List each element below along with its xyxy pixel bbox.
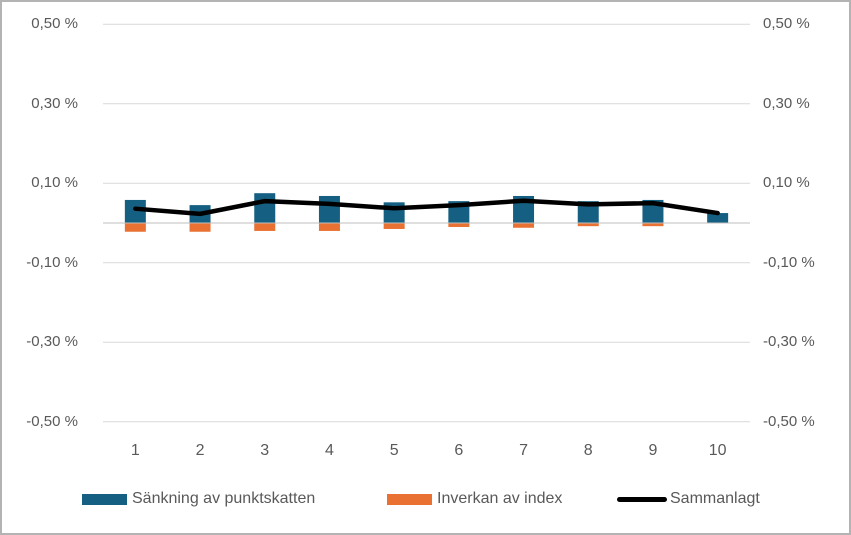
x-tick-label: 1 bbox=[130, 442, 140, 459]
x-tick-label: 5 bbox=[389, 442, 399, 459]
orange-bar bbox=[189, 223, 211, 232]
blue-bar bbox=[577, 201, 599, 223]
black-line-swatch-icon bbox=[617, 496, 667, 502]
legend: Sänkning av punktskatten Inverkan av ind… bbox=[0, 486, 851, 512]
orange-bar bbox=[254, 223, 276, 231]
blue-bar-swatch-icon bbox=[82, 493, 127, 505]
legend-label: Inverkan av index bbox=[437, 490, 563, 507]
y-tick-label: -0,50 % bbox=[26, 412, 78, 430]
y-tick-label: 0,10 % bbox=[31, 174, 78, 192]
y-tick-label: -0,30 % bbox=[26, 333, 78, 351]
blue-bar bbox=[124, 199, 146, 223]
blue-bar bbox=[383, 202, 405, 223]
orange-bar bbox=[513, 223, 535, 228]
y-tick-label: 0,30 % bbox=[763, 94, 810, 112]
orange-bar bbox=[124, 223, 146, 232]
orange-bar bbox=[318, 223, 340, 231]
x-tick-label: 2 bbox=[195, 442, 205, 459]
x-tick-label: 7 bbox=[519, 442, 528, 459]
orange-bar bbox=[448, 223, 470, 227]
x-tick-label: 10 bbox=[708, 442, 727, 459]
blue-bar bbox=[254, 193, 276, 223]
orange-bar-swatch-icon bbox=[387, 493, 432, 505]
y-tick-label: 0,50 % bbox=[31, 15, 78, 33]
y-tick-label: 0,50 % bbox=[763, 15, 810, 33]
y-tick-label: -0,10 % bbox=[763, 253, 815, 271]
legend-label: Sammanlagt bbox=[670, 490, 760, 507]
orange-bar bbox=[383, 223, 405, 229]
legend-item-inverkan: Inverkan av index bbox=[387, 486, 562, 512]
x-tick-label: 9 bbox=[648, 442, 658, 459]
y-tick-label: -0,30 % bbox=[763, 333, 815, 351]
legend-item-sankning: Sänkning av punktskatten bbox=[82, 486, 315, 512]
legend-item-sammanlagt: Sammanlagt bbox=[617, 486, 760, 512]
y-tick-label: -0,50 % bbox=[763, 412, 815, 430]
x-tick-label: 6 bbox=[454, 442, 464, 459]
x-tick-label: 4 bbox=[324, 442, 334, 459]
y-tick-label: 0,10 % bbox=[763, 174, 810, 192]
y-tick-label: 0,30 % bbox=[31, 94, 78, 112]
x-axis: 1 2 3 4 5 6 7 8 9 10 bbox=[0, 441, 851, 463]
legend-label: Sänkning av punktskatten bbox=[132, 490, 316, 507]
blue-bar bbox=[707, 213, 729, 223]
x-tick-label: 3 bbox=[260, 442, 270, 459]
y-tick-label: -0,10 % bbox=[26, 253, 78, 271]
y-axis-left: 0,50 % 0,30 % 0,10 % -0,10 % -0,30 % -0,50 % bbox=[0, 0, 78, 535]
orange-bar bbox=[577, 223, 599, 227]
y-axis-right: 0,50 % 0,30 % 0,10 % -0,10 % -0,30 % -0,50 % bbox=[762, 0, 847, 535]
total-line bbox=[133, 198, 720, 217]
blue-bar bbox=[318, 195, 340, 223]
orange-bar bbox=[642, 223, 664, 227]
x-tick-label: 8 bbox=[583, 442, 593, 459]
